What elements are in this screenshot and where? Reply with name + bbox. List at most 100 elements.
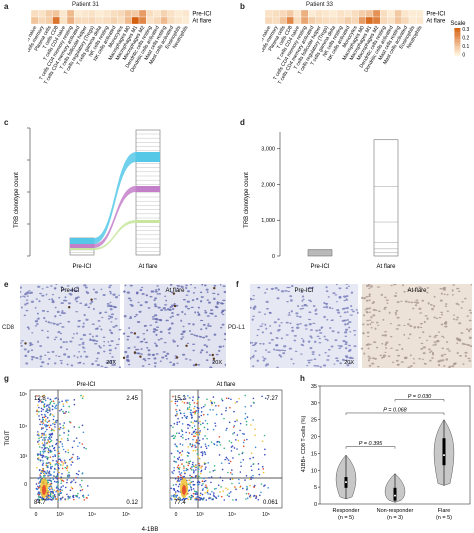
nucleus xyxy=(82,362,85,365)
event-dot xyxy=(192,488,195,490)
nucleus xyxy=(152,328,157,331)
nucleus xyxy=(319,332,323,334)
event-dot xyxy=(249,484,251,487)
nucleus xyxy=(28,342,32,345)
nucleus xyxy=(194,311,197,314)
event-dot xyxy=(73,498,75,501)
nucleus xyxy=(347,285,350,288)
quadrant-ll: 84.7 xyxy=(34,500,46,506)
event-dot xyxy=(191,463,194,466)
event-dot xyxy=(181,433,184,436)
nucleus xyxy=(107,315,112,317)
nucleus xyxy=(469,328,472,330)
nucleus xyxy=(55,323,60,326)
nucleus xyxy=(368,287,371,290)
nucleus xyxy=(301,307,305,310)
nucleus xyxy=(110,340,114,343)
event-dot xyxy=(242,445,245,448)
event-dot xyxy=(176,479,179,482)
nucleus xyxy=(440,292,444,295)
event-dot xyxy=(49,473,51,476)
nucleus xyxy=(156,293,160,295)
event-dot xyxy=(227,488,229,491)
nucleus xyxy=(147,307,151,309)
nucleus xyxy=(89,302,92,305)
nucleus xyxy=(126,335,130,338)
nucleus xyxy=(185,286,188,290)
stained-cell xyxy=(194,363,198,366)
event-dot xyxy=(81,397,84,400)
heatmap-cell xyxy=(300,10,309,18)
event-dot xyxy=(196,452,199,455)
nucleus xyxy=(252,295,255,297)
nucleus xyxy=(309,359,313,361)
nucleus xyxy=(327,355,330,357)
event-dot xyxy=(60,459,62,462)
event-dot xyxy=(61,400,63,403)
nucleus xyxy=(41,294,45,297)
nucleus xyxy=(367,355,371,358)
nucleus xyxy=(43,316,46,320)
nucleus xyxy=(467,357,471,360)
event-dot xyxy=(36,409,38,411)
event-dot xyxy=(198,462,200,465)
nucleus xyxy=(83,350,86,353)
event-dot xyxy=(67,439,69,442)
event-dot xyxy=(264,448,266,451)
heatmap-cell xyxy=(372,16,381,25)
panel-g-xtick: 0 xyxy=(35,512,38,518)
heatmap-cell xyxy=(336,10,345,18)
heatmap-cell xyxy=(387,10,395,18)
nucleus xyxy=(300,291,304,293)
nucleus xyxy=(212,292,216,295)
nucleus xyxy=(109,292,112,295)
event-dot xyxy=(209,493,212,496)
event-dot xyxy=(49,424,52,427)
event-dot xyxy=(177,478,180,480)
heatmap-cell xyxy=(286,16,294,25)
nucleus xyxy=(286,286,290,289)
heatmap-cell xyxy=(416,10,424,18)
event-dot xyxy=(194,444,196,447)
violin-median-1 xyxy=(394,494,396,497)
nucleus xyxy=(307,359,311,362)
nucleus xyxy=(157,339,161,341)
event-dot xyxy=(179,473,181,475)
event-dot xyxy=(56,439,58,441)
nucleus xyxy=(45,293,48,296)
nucleus xyxy=(341,307,345,310)
event-dot xyxy=(199,431,201,434)
nucleus xyxy=(435,317,438,320)
nucleus xyxy=(337,311,341,314)
event-dot xyxy=(54,468,56,471)
event-dot xyxy=(196,406,199,409)
nucleus xyxy=(341,358,345,362)
nucleus xyxy=(110,321,113,323)
stained-cell xyxy=(133,351,137,354)
event-dot xyxy=(179,412,182,415)
nucleus xyxy=(451,294,455,296)
nucleus xyxy=(95,340,99,343)
nucleus xyxy=(154,297,158,300)
panel-d-ytick-label: 3,000 xyxy=(261,147,275,153)
event-dot xyxy=(41,418,44,421)
event-dot xyxy=(223,417,225,420)
nucleus xyxy=(200,349,204,352)
nucleus xyxy=(155,344,158,347)
event-dot xyxy=(173,456,176,458)
event-dot xyxy=(173,469,175,472)
event-dot xyxy=(191,426,194,429)
event-dot xyxy=(37,400,40,403)
event-dot xyxy=(225,429,227,431)
event-dot xyxy=(199,472,202,475)
nucleus xyxy=(82,346,85,348)
event-dot xyxy=(77,492,79,495)
event-dot xyxy=(263,485,265,487)
event-dot xyxy=(64,412,66,414)
event-dot xyxy=(267,487,269,489)
heatmap-cell xyxy=(81,10,89,18)
nucleus xyxy=(365,310,368,314)
event-dot xyxy=(51,488,54,491)
nucleus xyxy=(432,344,435,346)
event-dot xyxy=(50,429,53,432)
